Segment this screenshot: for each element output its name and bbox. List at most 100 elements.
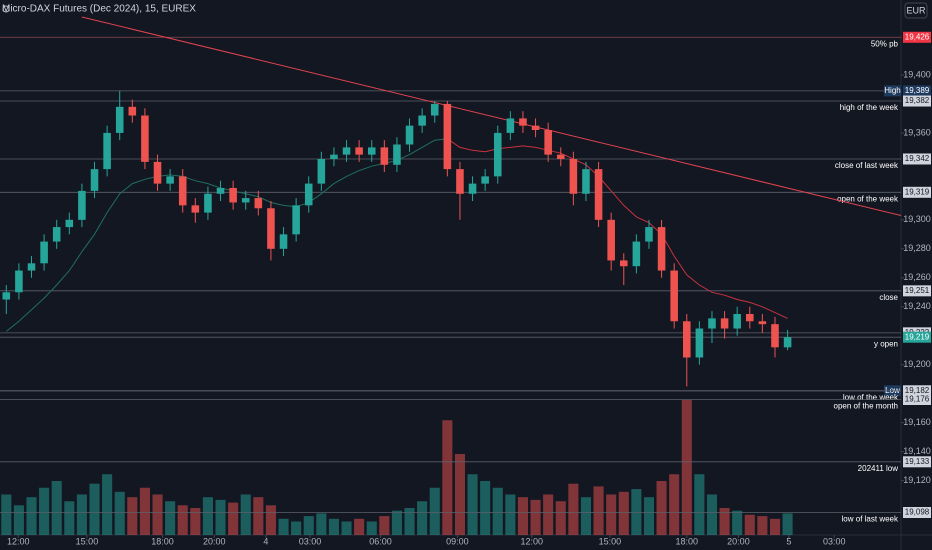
x-tick-label: 03:00 xyxy=(823,536,846,546)
candle-body xyxy=(78,190,86,220)
volume-bar xyxy=(417,501,428,535)
price-box-label: 19,176 xyxy=(905,395,930,404)
volume-bar xyxy=(757,516,768,535)
volume-bar xyxy=(165,501,176,535)
volume-bar xyxy=(265,505,276,535)
volume-bar xyxy=(152,494,163,535)
price-box xyxy=(903,85,931,97)
volume-bar xyxy=(631,489,642,535)
currency[interactable]: EUR xyxy=(906,5,926,15)
price-box-label: 19,251 xyxy=(905,286,930,295)
y-tick-label: 19,400 xyxy=(903,69,931,79)
y-tick-label: 19,360 xyxy=(903,127,931,137)
level-label: open of the week xyxy=(837,194,899,203)
volume-bar xyxy=(190,508,201,535)
volume-bar xyxy=(391,510,402,535)
volume-bar xyxy=(769,518,781,535)
candle-body xyxy=(40,241,48,264)
volume-bar xyxy=(139,487,150,535)
x-tick-label: 12:00 xyxy=(7,536,30,546)
volume-bar xyxy=(454,454,465,535)
level-tag-box xyxy=(884,85,901,97)
candle-body xyxy=(292,205,300,235)
candle-body xyxy=(15,270,23,293)
axes: 19,400 19,360 19,300 19,280 19,260 19,240 19,2… xyxy=(7,69,931,546)
candle-body xyxy=(418,115,426,126)
candle-body xyxy=(103,132,111,170)
volume-bar xyxy=(467,474,478,535)
price-box xyxy=(903,456,931,468)
x-tick-label: 5 xyxy=(786,536,791,546)
x-tick-label: 12:00 xyxy=(521,536,544,546)
volume-bar xyxy=(51,481,62,535)
volume-bar xyxy=(543,494,554,535)
currency-button[interactable] xyxy=(904,2,928,19)
y-tick-label: 19,280 xyxy=(903,243,931,253)
candle-body xyxy=(468,183,477,194)
level-label: low of the week xyxy=(843,393,899,402)
candle-body xyxy=(569,158,578,194)
levels: 50% pb 19,426 High 19,389 high of the week 19… xyxy=(0,31,931,524)
price-box-label: 19,342 xyxy=(905,154,930,163)
x-tick-label: 20:00 xyxy=(203,536,226,546)
volume-bar xyxy=(379,516,390,535)
level-label: open of the month xyxy=(834,402,899,411)
candle-body xyxy=(254,198,263,209)
y-tick-label: 19,240 xyxy=(903,301,931,311)
volume-bar xyxy=(480,481,491,535)
volume-bar xyxy=(127,497,138,535)
level-label: y open xyxy=(874,339,898,348)
volume-bar xyxy=(732,510,743,535)
level-label: high of the week xyxy=(840,103,899,112)
volume-pane xyxy=(1,400,793,535)
volume-bar xyxy=(215,499,226,535)
x-tick-label: 20:00 xyxy=(727,536,750,546)
x-tick-label: 18:00 xyxy=(676,536,699,546)
candle-body xyxy=(166,176,174,184)
candle-body xyxy=(657,227,666,271)
volume-bar xyxy=(517,497,528,535)
volume-bar xyxy=(618,491,629,535)
x-tick-label: 15:00 xyxy=(599,536,622,546)
candle-body xyxy=(708,318,716,329)
candle-body xyxy=(645,227,653,242)
volume-bar xyxy=(1,494,12,535)
volume-bar xyxy=(253,497,264,535)
volume-bar xyxy=(706,494,718,535)
level-tag: High xyxy=(884,86,900,95)
y-tick-label: 19,120 xyxy=(903,475,931,485)
volume-bar xyxy=(64,501,75,535)
volume-bar xyxy=(744,514,755,535)
volume-bar xyxy=(492,487,503,535)
settings-icon[interactable] xyxy=(911,536,929,549)
x-tick-label: 18:00 xyxy=(151,536,174,546)
x-tick-label: 15:00 xyxy=(76,536,99,546)
candle-body xyxy=(544,130,552,155)
candle-body xyxy=(2,292,11,300)
candle-body xyxy=(670,270,678,322)
volume-bar xyxy=(76,494,87,535)
candle-body xyxy=(241,198,250,203)
candle-body xyxy=(682,321,691,358)
price-box xyxy=(903,285,931,297)
volume-bar xyxy=(177,505,188,535)
candle-body xyxy=(267,208,275,249)
status-dot xyxy=(2,5,10,13)
candle-body xyxy=(317,158,326,184)
volume-bar xyxy=(404,508,415,535)
candle-body xyxy=(456,169,464,194)
candle-body xyxy=(279,234,288,249)
candle-body xyxy=(746,314,754,322)
volume-bar xyxy=(341,521,352,535)
candle-body xyxy=(128,106,137,116)
candle-body xyxy=(556,154,565,159)
volume-bar xyxy=(606,494,617,535)
volume-bar xyxy=(202,497,213,535)
volume-bar xyxy=(429,487,440,535)
price-box-label: 19,426 xyxy=(905,32,930,41)
volume-bar xyxy=(555,501,566,535)
volume-bar xyxy=(114,491,125,535)
candle-body xyxy=(355,147,363,155)
